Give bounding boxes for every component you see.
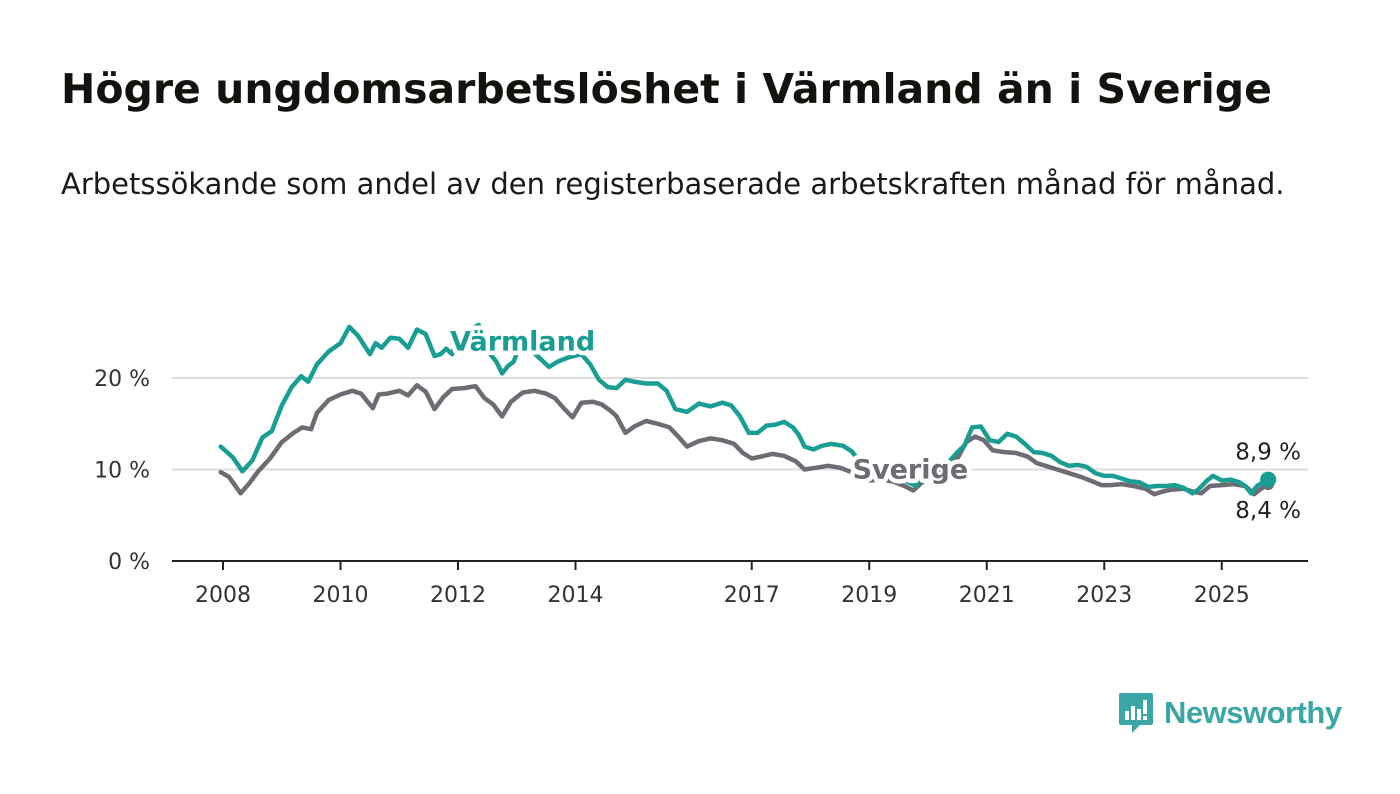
x-tick-label: 2023 — [1076, 583, 1132, 608]
end-value-label-sverige: 8,4 % — [1235, 498, 1301, 524]
brand-name: Newsworthy — [1164, 695, 1342, 730]
series-line-värmland — [218, 322, 1271, 496]
chart-subtitle: Arbetssökande som andel av den registerb… — [61, 167, 1285, 201]
series-line-sverige — [218, 383, 1271, 497]
newsworthy-logo: Newsworthy — [1118, 690, 1342, 736]
x-axis: 0 % 10 % 20 % 2008 2010 2012 2014 2017 2019 2021 2… — [94, 367, 1308, 608]
x-tick-label: 2025 — [1194, 583, 1250, 608]
end-value-label-värmland: 8,9 % — [1235, 440, 1301, 466]
x-tick-label: 2014 — [548, 583, 604, 608]
series-lines — [218, 322, 1277, 497]
x-tick-label: 2012 — [430, 583, 486, 608]
chart-title: Högre ungdomsarbetslöshet i Värmland än … — [61, 65, 1272, 113]
series-label-halo: Sverige — [853, 455, 969, 486]
y-tick-label: 0 % — [108, 550, 150, 575]
series-end-dot-värmland — [1260, 471, 1277, 488]
series-label-värmland: Värmland — [450, 327, 595, 358]
gridlines — [172, 377, 1308, 471]
x-tick-label: 2019 — [841, 583, 897, 608]
x-tick-label: 2008 — [195, 583, 251, 608]
x-tick-label: 2021 — [959, 583, 1015, 608]
newsworthy-logo-icon — [1119, 693, 1153, 733]
series-label-sverige: Sverige — [853, 455, 969, 486]
x-tick-label: 2017 — [724, 583, 780, 608]
y-tick-label: 10 % — [94, 459, 150, 484]
x-tick-label: 2010 — [313, 583, 369, 608]
y-tick-label: 20 % — [94, 367, 150, 392]
series-label-halo: Värmland — [450, 327, 595, 358]
